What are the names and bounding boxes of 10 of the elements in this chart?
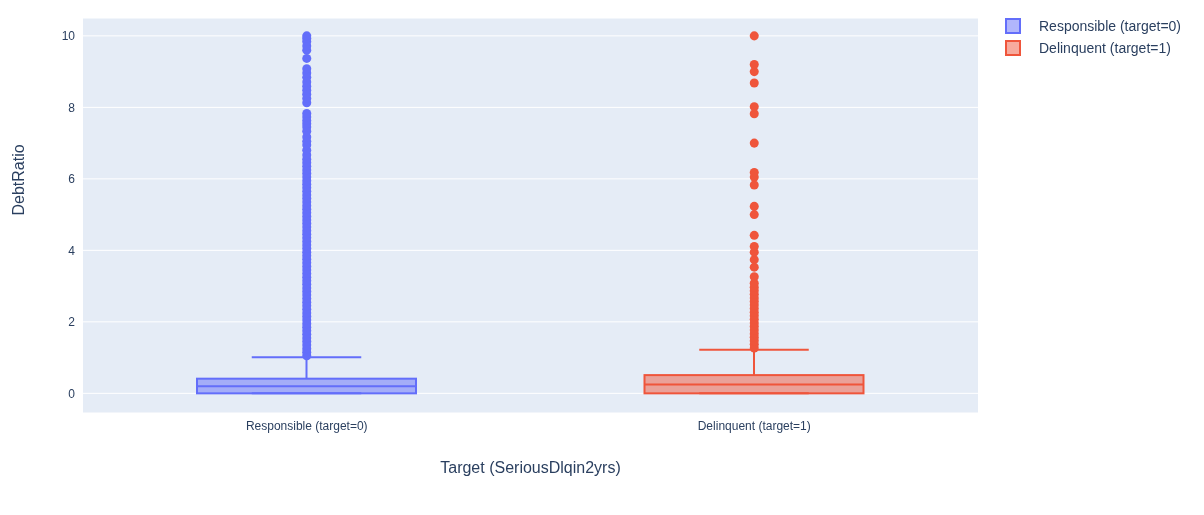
x-axis-title: Target (SeriousDlqin2yrs) [440, 459, 621, 476]
y-tick-label: 6 [68, 172, 76, 187]
legend-label: Delinquent (target=1) [1039, 40, 1171, 56]
y-tick-label: 10 [61, 29, 76, 44]
y-tick-label: 2 [68, 315, 76, 330]
y-tick-label: 4 [68, 243, 76, 258]
y-axis-title: DebtRatio [9, 144, 27, 216]
y-tick-label: 8 [68, 100, 76, 115]
y-tick-label: 0 [68, 386, 76, 401]
legend-label: Responsible (target=0) [1039, 18, 1182, 34]
